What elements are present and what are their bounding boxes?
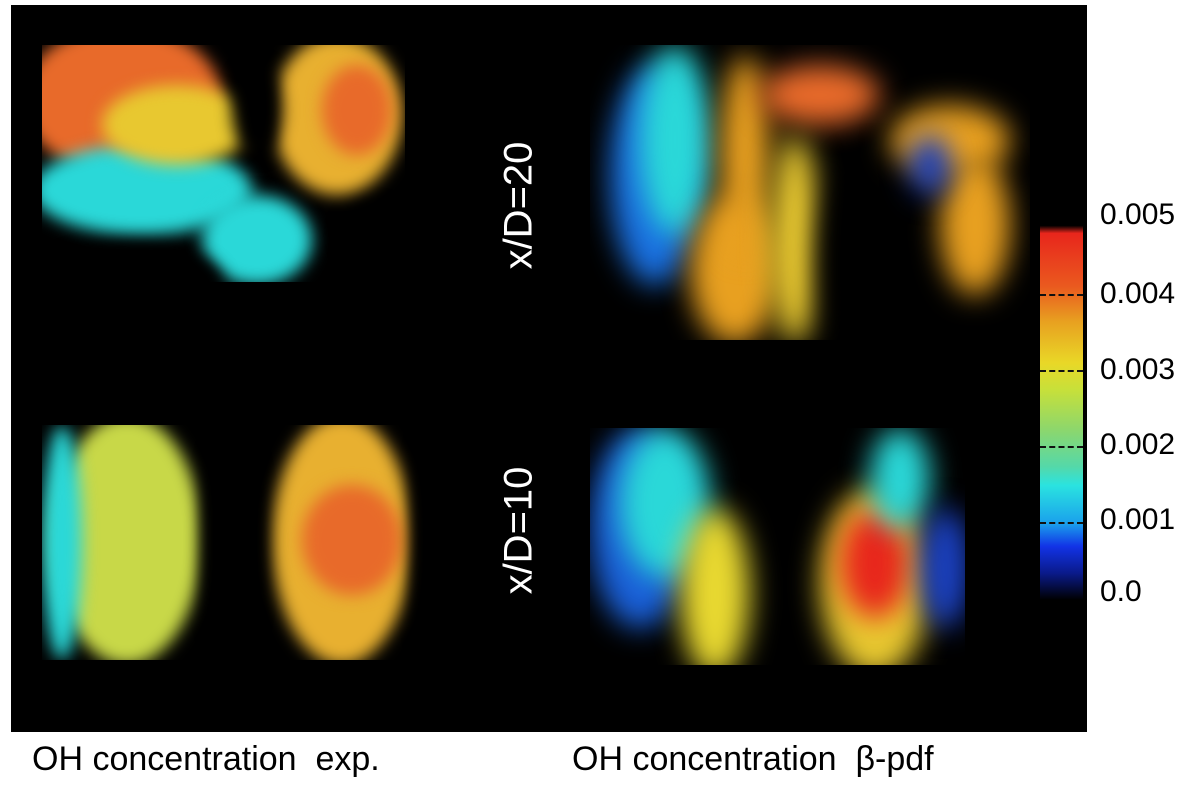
colorbar-tick-label: 0.005 — [1100, 198, 1176, 231]
colorbar-tick-label: 0.0 — [1100, 575, 1142, 608]
heatmap-model-xd20 — [590, 45, 1030, 340]
caption-right: OH concentration β-pdf — [572, 740, 934, 778]
colorbar-tick-label: 0.004 — [1100, 277, 1176, 310]
colorbar-tick-label: 0.001 — [1100, 503, 1176, 536]
heatmap-exp-xd10 — [42, 425, 432, 660]
row-label-xd10: x/D=10 — [496, 466, 541, 595]
caption-left: OH concentration exp. — [32, 740, 380, 778]
heatmap-model-xd10 — [590, 428, 965, 665]
row-label-xd20: x/D=20 — [496, 141, 541, 270]
heatmap-exp-xd20 — [42, 45, 405, 282]
colorbar — [1040, 218, 1083, 600]
colorbar-tick — [1040, 446, 1083, 448]
colorbar-tick — [1040, 294, 1083, 296]
colorbar-tick-label: 0.003 — [1100, 353, 1176, 386]
colorbar-tick — [1040, 370, 1083, 372]
colorbar-tick — [1040, 522, 1083, 524]
colorbar-tick-label: 0.002 — [1100, 428, 1176, 461]
